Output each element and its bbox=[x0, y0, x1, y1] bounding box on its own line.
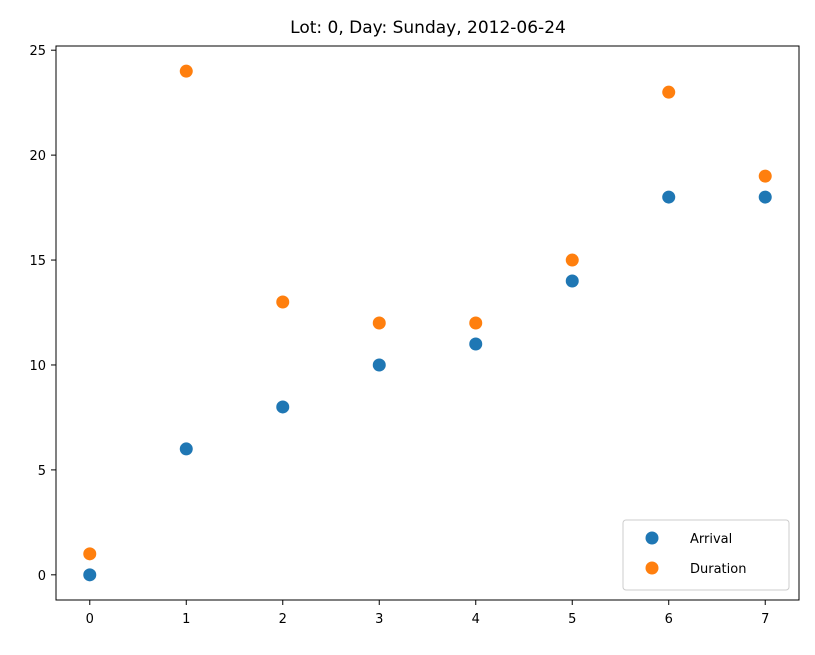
chart-title: Lot: 0, Day: Sunday, 2012-06-24 bbox=[290, 18, 566, 38]
x-tick-label: 5 bbox=[568, 612, 576, 627]
x-tick-label: 1 bbox=[182, 612, 190, 627]
duration-point bbox=[758, 169, 772, 183]
duration-point bbox=[565, 253, 579, 267]
duration-point bbox=[662, 85, 676, 99]
arrival-point bbox=[565, 274, 579, 288]
x-tick-label: 4 bbox=[472, 612, 480, 627]
arrival-point bbox=[83, 568, 97, 582]
x-tick-label: 2 bbox=[279, 612, 287, 627]
arrival-point bbox=[662, 190, 676, 204]
duration-point bbox=[179, 64, 193, 78]
y-tick-label: 20 bbox=[29, 149, 46, 164]
y-tick-label: 15 bbox=[29, 254, 46, 269]
y-tick-label: 5 bbox=[38, 464, 46, 479]
legend-label-duration: Duration bbox=[690, 562, 746, 577]
x-tick-label: 0 bbox=[86, 612, 94, 627]
x-tick-label: 7 bbox=[761, 612, 769, 627]
plot-frame bbox=[55, 45, 800, 601]
legend-box bbox=[622, 519, 790, 591]
duration-point bbox=[372, 316, 386, 330]
y-tick-label: 25 bbox=[29, 44, 46, 59]
y-tick-label: 10 bbox=[29, 359, 46, 374]
y-tick-label: 0 bbox=[38, 569, 46, 584]
legend-label-arrival: Arrival bbox=[690, 532, 732, 547]
arrival-point bbox=[179, 442, 193, 456]
legend-marker-arrival bbox=[645, 531, 659, 545]
duration-point bbox=[276, 295, 290, 309]
arrival-point bbox=[469, 337, 483, 351]
duration-point bbox=[469, 316, 483, 330]
legend-marker-duration bbox=[645, 561, 659, 575]
arrival-point bbox=[372, 358, 386, 372]
plot-area: 0 1 2 3 4 5 6 7 0 5 10 15 20 25 Arrival Duration bbox=[29, 44, 800, 627]
x-tick-label: 3 bbox=[375, 612, 383, 627]
x-tick-label: 6 bbox=[665, 612, 673, 627]
duration-point bbox=[83, 547, 97, 561]
arrival-point bbox=[758, 190, 772, 204]
arrival-point bbox=[276, 400, 290, 414]
